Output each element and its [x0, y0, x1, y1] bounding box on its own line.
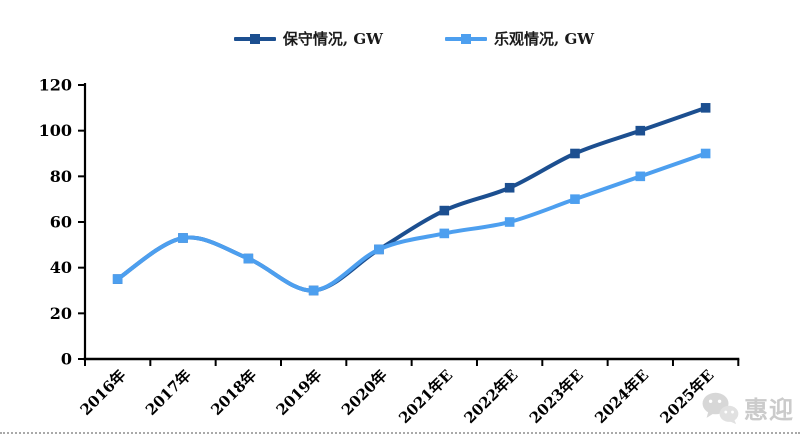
x-tick-label: 2023年E: [526, 366, 587, 427]
x-tick-label: 2020年: [338, 366, 391, 419]
series-line-optimistic: [115, 151, 708, 293]
x-tick-label: 2016年: [77, 366, 130, 419]
line-chart: 0 20 40 60 80 100 120 2016年 2017年 2018年 2019年 2020年…: [0, 60, 800, 437]
x-tick-label: 2018年: [207, 366, 260, 419]
x-tick-label: 2021年E: [395, 366, 456, 427]
data-point-marker: [635, 171, 646, 182]
legend-item-optimistic: 乐观情况, GW: [445, 28, 594, 49]
legend-square-swatch: [249, 33, 260, 44]
x-tick-label: 2017年: [142, 366, 195, 419]
y-tick-label: 80: [50, 167, 72, 186]
data-point-marker: [504, 182, 515, 193]
data-point-marker: [570, 194, 580, 204]
data-point-marker: [112, 274, 123, 284]
data-point-marker: [439, 228, 450, 239]
data-point-marker: [178, 233, 188, 243]
y-tick-label: 100: [39, 121, 72, 140]
legend-square-swatch: [461, 33, 471, 44]
watermark: 惠迎: [700, 390, 794, 425]
data-point-marker: [243, 253, 254, 264]
chart-legend: 保守情况, GW 乐观情况, GW: [0, 28, 800, 49]
data-point-marker: [439, 205, 450, 216]
legend-marker-optimistic-icon: [445, 33, 487, 45]
y-tick-label: 20: [50, 304, 72, 323]
y-tick-label: 60: [50, 213, 72, 232]
bottom-divider: [0, 432, 800, 434]
chart-svg: 0 20 40 60 80 100 120 2016年 2017年 2018年 2019年 2020年…: [39, 76, 740, 427]
y-tick-label: 0: [61, 350, 72, 369]
series-line-conservative: [115, 105, 708, 293]
data-point-marker: [374, 244, 384, 255]
legend-label-optimistic: 乐观情况, GW: [494, 30, 595, 48]
legend-marker-conservative-icon: [233, 33, 276, 45]
x-tick-label: 2024年E: [591, 366, 652, 427]
legend-label-conservative: 保守情况, GW: [282, 30, 383, 48]
legend-item-conservative: 保守情况, GW: [233, 28, 383, 49]
x-tick-label: 2022年E: [461, 366, 522, 427]
data-point-marker: [504, 217, 515, 227]
data-point-marker: [570, 148, 580, 159]
y-tick-label: 120: [39, 76, 72, 95]
watermark-text: 惠迎: [744, 397, 794, 424]
data-point-marker: [700, 103, 711, 113]
y-tick-label: 40: [50, 258, 72, 277]
data-point-marker: [308, 285, 319, 296]
wechat-icon: [700, 391, 740, 425]
x-tick-label: 2019年: [273, 366, 326, 419]
data-point-marker: [635, 125, 646, 136]
data-point-marker: [700, 148, 711, 159]
